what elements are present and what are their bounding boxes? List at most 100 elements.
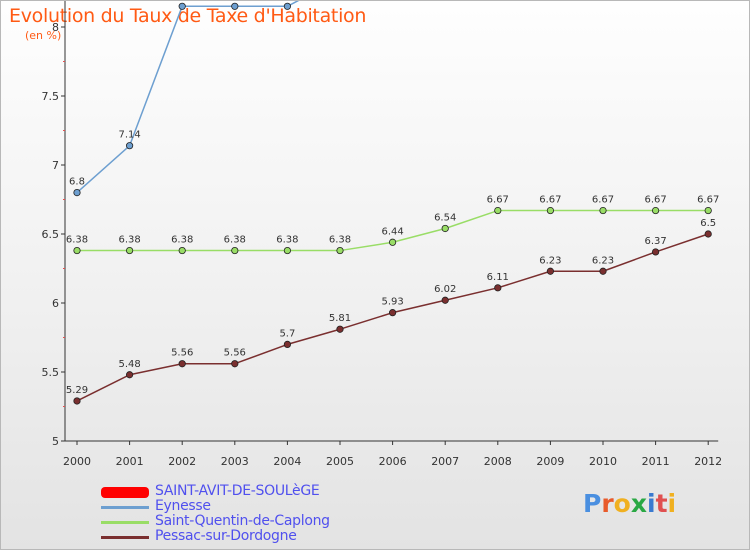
y-tick-label: 5	[52, 435, 59, 448]
series-point-2	[546, 206, 555, 215]
x-tick-label: 2006	[379, 455, 407, 468]
data-label-2: 6.38	[276, 235, 298, 246]
x-tick-label: 2009	[536, 455, 564, 468]
x-tick-label: 2007	[431, 455, 459, 468]
x-tick-label: 2012	[694, 455, 722, 468]
series-point-3	[388, 309, 397, 317]
series-point-2	[283, 246, 291, 255]
data-label-2: 6.38	[224, 235, 246, 246]
data-label-2: 6.38	[118, 235, 140, 246]
y-tick-label: 8	[52, 21, 59, 34]
legend-label: SAINT-AVIT-DE-SOULèGE	[155, 483, 320, 499]
series-point-3	[73, 397, 81, 405]
data-label-3: 6.5	[700, 218, 716, 229]
data-label-3: 5.56	[171, 348, 193, 359]
y-tick-label: 7.5	[42, 90, 60, 103]
logo-letter: x	[630, 489, 647, 518]
series-point-2	[388, 238, 397, 246]
series-point-1	[283, 2, 291, 10]
data-label-2: 6.67	[539, 195, 561, 206]
y-tick-label: 5.5	[42, 366, 60, 379]
data-label-2: 6.54	[434, 212, 456, 223]
series-point-2	[336, 246, 344, 255]
data-label-1: 7.14	[118, 130, 140, 141]
series-point-2	[494, 206, 502, 215]
x-tick-label: 2003	[221, 455, 249, 468]
y-tick-label: 6.5	[42, 228, 60, 241]
data-label-3: 5.81	[329, 313, 351, 324]
series-point-3	[178, 360, 186, 368]
series-point-2	[441, 224, 449, 233]
logo-letter: t	[655, 489, 668, 518]
series-point-2	[178, 246, 186, 255]
series-point-3	[336, 325, 344, 333]
data-label-3: 6.11	[487, 272, 509, 283]
legend-swatch	[101, 521, 149, 524]
x-tick-label: 2000	[63, 455, 91, 468]
data-label-2: 6.38	[329, 235, 351, 246]
data-label-2: 6.67	[697, 195, 719, 206]
chart-unit: (en %)	[25, 29, 62, 42]
proxiti-logo: Proxiti	[583, 489, 676, 518]
chart-title: Evolution du Taux de Taxe d'Habitation	[9, 5, 367, 27]
data-label-3: 5.29	[66, 385, 88, 396]
series-point-1	[178, 2, 186, 10]
y-tick-label: 6	[52, 297, 59, 310]
data-label-3: 6.37	[644, 236, 666, 247]
series-point-1	[126, 142, 134, 150]
data-label-1: 6.8	[69, 177, 85, 188]
legend-label: Pessac-sur-Dordogne	[155, 528, 297, 544]
series-layer	[73, 1, 712, 405]
x-tick-label: 2001	[116, 455, 144, 468]
data-label-3: 5.48	[118, 359, 140, 370]
series-point-3	[546, 267, 555, 275]
logo-letter: i	[667, 489, 677, 518]
y-tick-label: 7	[52, 159, 59, 172]
series-point-2	[704, 206, 712, 215]
data-label-2: 6.38	[66, 235, 88, 246]
x-tick-label: 2002	[168, 455, 196, 468]
data-label-3: 5.93	[381, 297, 403, 308]
series-point-2	[231, 246, 239, 255]
series-point-3	[704, 230, 712, 238]
series-point-1	[231, 2, 239, 10]
data-label-2: 6.67	[644, 195, 666, 206]
series-point-3	[494, 284, 502, 292]
data-label-3: 6.23	[539, 255, 561, 266]
axes: 55.566.577.588.599.51010.520002001200220…	[42, 1, 722, 468]
x-tick-label: 2005	[326, 455, 354, 468]
series-point-3	[283, 340, 291, 348]
x-tick-label: 2010	[589, 455, 617, 468]
x-tick-label: 2011	[642, 455, 670, 468]
logo-letter: P	[583, 489, 602, 518]
series-line-1	[76, 1, 300, 194]
series-point-3	[231, 360, 239, 368]
legend-swatch	[101, 536, 149, 539]
data-label-3: 6.23	[592, 255, 614, 266]
logo-letter: o	[613, 489, 631, 518]
data-label-3: 6.02	[434, 284, 456, 295]
series-point-3	[599, 267, 607, 275]
legend-label: Eynesse	[155, 498, 211, 514]
data-label-2: 6.44	[381, 226, 403, 237]
series-point-2	[126, 246, 134, 255]
data-label-2: 6.38	[171, 235, 193, 246]
x-tick-label: 2004	[273, 455, 301, 468]
legend-label: Saint-Quentin-de-Caplong	[155, 513, 330, 529]
data-label-3: 5.56	[224, 348, 246, 359]
series-point-2	[599, 206, 607, 215]
data-label-2: 6.67	[487, 195, 509, 206]
legend-swatch	[101, 487, 149, 498]
series-point-3	[651, 248, 660, 256]
legend-swatch	[101, 506, 149, 509]
series-point-3	[441, 296, 449, 304]
series-point-2	[651, 206, 660, 215]
x-tick-label: 2008	[484, 455, 512, 468]
series-point-1	[73, 189, 81, 197]
data-label-3: 5.7	[279, 328, 295, 339]
logo-letter: i	[647, 489, 656, 518]
series-point-2	[73, 246, 81, 255]
data-label-2: 6.67	[592, 195, 614, 206]
